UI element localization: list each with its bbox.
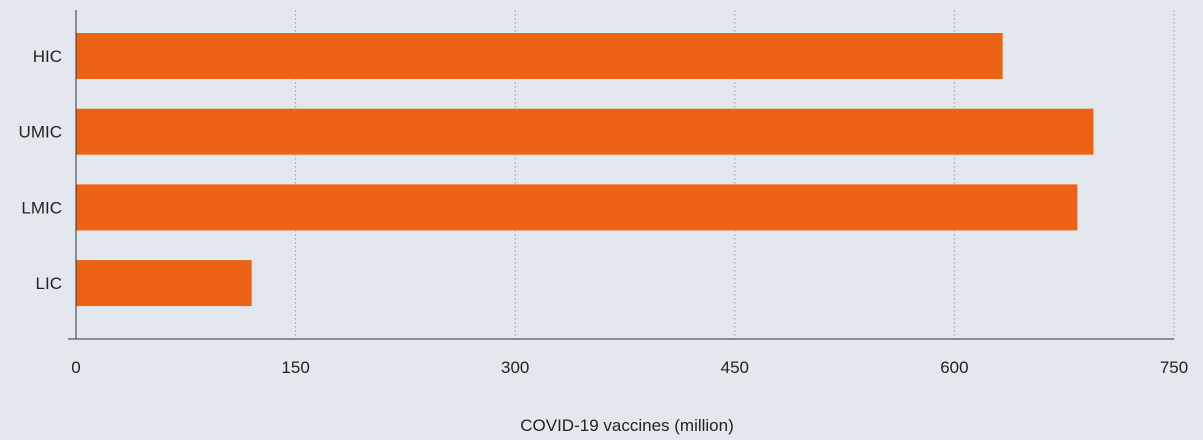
x-axis-title: COVID-19 vaccines (million) <box>520 416 734 435</box>
x-tick-label: 600 <box>940 358 968 377</box>
bar-lmic <box>76 184 1078 231</box>
bars <box>76 33 1094 307</box>
category-labels: HIC UMIC LMIC LIC <box>19 47 62 293</box>
category-label: LIC <box>36 274 62 293</box>
x-tick-label: 0 <box>71 358 80 377</box>
grid-lines <box>295 10 1175 339</box>
bar-hic <box>76 33 1003 79</box>
category-label: UMIC <box>19 123 62 142</box>
x-tick-label: 450 <box>721 358 749 377</box>
x-tick-label: 300 <box>501 358 529 377</box>
x-tick-labels: 0 150 300 450 600 750 <box>71 358 1188 377</box>
category-label: LMIC <box>21 198 62 217</box>
x-tick-label: 150 <box>281 358 309 377</box>
x-tick-label: 750 <box>1160 358 1188 377</box>
category-label: HIC <box>33 47 62 66</box>
bar-lic <box>76 260 252 307</box>
bar-umic <box>76 108 1094 155</box>
axes <box>68 10 1174 340</box>
